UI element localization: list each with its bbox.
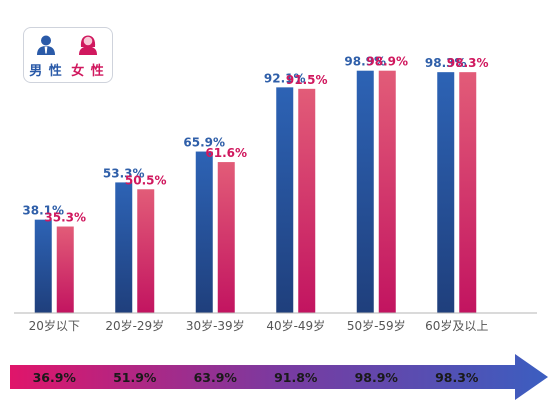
data-label-male: 38.1% — [22, 204, 64, 218]
data-label-female: 98.9% — [366, 55, 408, 69]
legend-item-female: 女 性 — [68, 34, 108, 79]
bar-male — [276, 87, 294, 313]
bar-male — [195, 151, 213, 313]
x-tick-label: 20岁以下 — [29, 318, 80, 333]
legend-item-male: 男 性 — [26, 34, 66, 79]
legend-label-female: 女 性 — [71, 64, 105, 79]
bar-male — [356, 70, 374, 313]
overall-value-label: 98.9% — [355, 370, 399, 385]
data-label-male: 98.3% — [425, 56, 467, 70]
data-label-female: 98.3% — [447, 56, 489, 70]
overall-arrow — [10, 354, 548, 400]
data-label-female: 50.5% — [125, 173, 167, 187]
overall-value-label: 51.9% — [113, 370, 157, 385]
x-tick-label: 60岁及以上 — [425, 318, 488, 333]
overall-value-label: 63.9% — [194, 370, 238, 385]
x-tick-label: 40岁-49岁 — [266, 318, 325, 333]
overall-value-labels: 36.9% 51.9% 63.9% 91.8% 98.9% 98.3% — [33, 370, 479, 385]
bar-female — [378, 70, 396, 313]
bar-female — [217, 162, 235, 313]
data-label-male: 92.1% — [264, 71, 306, 85]
bar-female — [137, 189, 155, 313]
data-label-male: 65.9% — [183, 136, 225, 150]
data-label-male: 53.3% — [103, 166, 145, 180]
female-user-icon — [79, 35, 97, 55]
legend-label-male: 男 性 — [29, 64, 63, 79]
bar-male — [437, 72, 455, 313]
data-label-female: 61.6% — [205, 146, 247, 160]
overall-value-label: 91.8% — [274, 370, 318, 385]
bar-female — [56, 226, 74, 313]
bar-male — [34, 219, 52, 313]
x-tick-label: 20岁-29岁 — [105, 318, 164, 333]
data-label-male: 98.9% — [344, 55, 386, 69]
bar-female — [459, 72, 477, 313]
x-tick-label: 50岁-59岁 — [347, 318, 406, 333]
bars-layer: 38.1%35.3% 53.3%50.5% 65.9%61.6% 92.1%91.5%… — [22, 55, 489, 313]
data-label-female: 35.3% — [44, 211, 86, 225]
bar-male — [115, 182, 133, 313]
legend-box: 男 性 女 性 — [23, 27, 113, 83]
data-label-female: 91.5% — [286, 73, 328, 87]
x-tick-label: 30岁-39岁 — [186, 318, 245, 333]
overall-value-label: 98.3% — [435, 370, 479, 385]
x-tick-labels: 20岁以下 20岁-29岁 30岁-39岁 40岁-49岁 50岁-59岁 60岁及以上 — [29, 318, 489, 333]
male-user-icon — [37, 35, 55, 55]
bar-female — [298, 88, 316, 313]
overall-value-label: 36.9% — [33, 370, 77, 385]
